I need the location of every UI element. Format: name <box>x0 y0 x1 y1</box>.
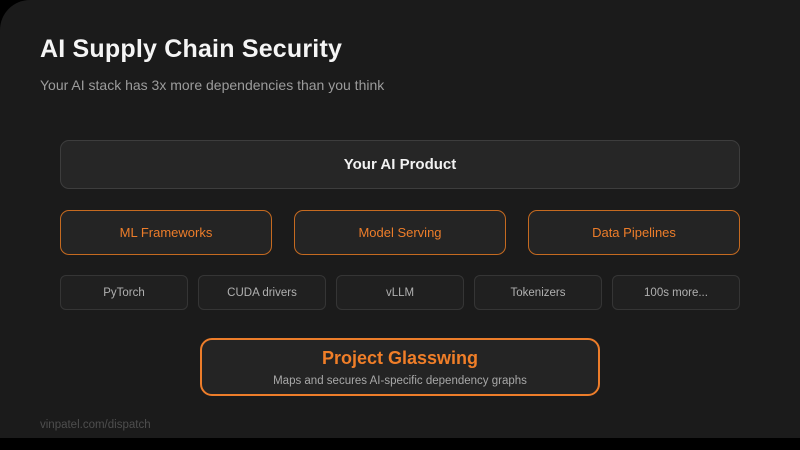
dependency-node-vllm: vLLM <box>336 275 464 310</box>
slide-title: AI Supply Chain Security <box>40 35 343 63</box>
slide-subtitle: Your AI stack has 3x more dependencies t… <box>40 77 385 93</box>
slide-canvas: AI Supply Chain Security Your AI stack h… <box>0 0 800 438</box>
solution-subtitle: Maps and secures AI-specific dependency … <box>273 374 527 387</box>
category-row: ML Frameworks Model Serving Data Pipelin… <box>60 210 740 255</box>
category-node-model-serving: Model Serving <box>294 210 506 255</box>
dependency-node-100s-more: 100s more... <box>612 275 740 310</box>
dependency-node-tokenizers: Tokenizers <box>474 275 602 310</box>
solution-title: Project Glasswing <box>321 347 479 368</box>
category-node-label: Data Pipelines <box>592 225 676 240</box>
dependency-node-label: PyTorch <box>103 286 145 299</box>
dependency-node-pytorch: PyTorch <box>60 275 188 310</box>
footer-url: vinpatel.com/dispatch <box>40 419 151 431</box>
category-node-label: ML Frameworks <box>119 225 213 240</box>
category-node-data-pipelines: Data Pipelines <box>528 210 740 255</box>
product-node: Your AI Product <box>60 140 740 189</box>
category-node-ml-frameworks: ML Frameworks <box>60 210 272 255</box>
dependency-node-label: 100s more... <box>644 286 708 299</box>
dependency-node-cuda-drivers: CUDA drivers <box>198 275 326 310</box>
dependency-node-label: vLLM <box>385 286 415 299</box>
product-node-label: Your AI Product <box>343 156 457 173</box>
dependency-row: PyTorch CUDA drivers vLLM Tokenizers 100… <box>60 275 740 310</box>
dependency-node-label: CUDA drivers <box>227 286 297 299</box>
solution-callout: Project Glasswing Maps and secures AI-sp… <box>200 338 600 396</box>
category-node-label: Model Serving <box>358 225 442 240</box>
slide-header: AI Supply Chain Security Your AI stack h… <box>40 35 384 93</box>
dependency-node-label: Tokenizers <box>510 286 566 299</box>
